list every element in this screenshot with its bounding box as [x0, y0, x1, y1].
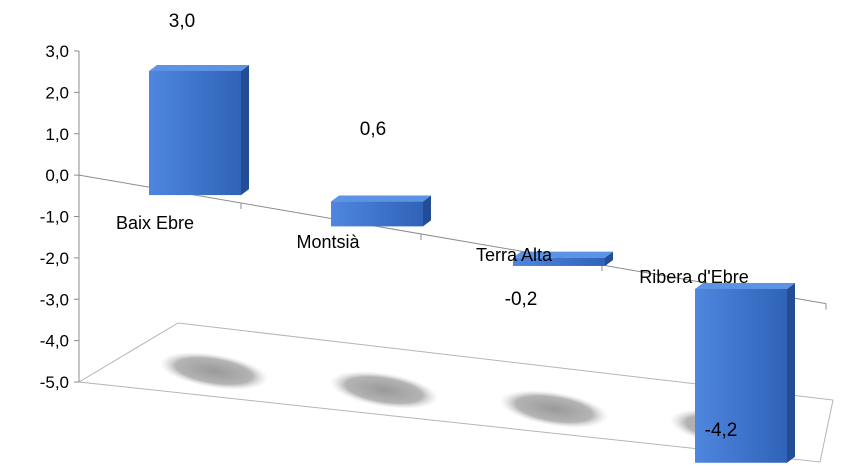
bar-side: [605, 251, 613, 266]
floor-outline: [77, 322, 834, 463]
bar-side: [241, 64, 249, 196]
bar: [513, 251, 613, 266]
bar-top: [513, 251, 613, 258]
bar-side: [787, 282, 795, 463]
value-labels: 3,0 0,6 -0,2 -4,2: [169, 11, 738, 441]
bar-shadow: [329, 371, 439, 409]
value-axis: 3,0 2,0 1,0 0,0 -1,0 -2,0 -3,0 -4,0 -5,0: [40, 42, 80, 392]
bar-side: [423, 195, 431, 227]
bar: [331, 195, 431, 227]
category-axis: [78, 174, 827, 310]
category-label: Ribera d'Ebre: [639, 267, 749, 287]
bar: [149, 64, 249, 196]
y-tick-label: 1,0: [45, 125, 69, 144]
value-label: -4,2: [705, 420, 738, 441]
category-label: Terra Alta: [476, 245, 553, 265]
bar-top: [149, 64, 249, 71]
y-tick-label: -4,0: [40, 332, 69, 351]
bar-top: [695, 282, 795, 289]
bar-top: [331, 195, 431, 202]
y-tick-label: -2,0: [40, 249, 69, 268]
bar-front: [513, 257, 605, 266]
y-tick-label: -5,0: [40, 373, 69, 392]
bar-shadow: [499, 390, 609, 428]
bar-series: [149, 64, 795, 463]
y-tick-label: -3,0: [40, 290, 69, 309]
category-label: Montsià: [296, 232, 360, 252]
chart-floor: [77, 322, 834, 463]
bar-shadow: [159, 352, 269, 390]
bar: [695, 282, 795, 463]
value-label: 3,0: [169, 11, 195, 32]
y-tick-label: 0,0: [45, 166, 69, 185]
bar-front: [331, 201, 423, 227]
category-labels: Baix Ebre Montsià Terra Alta Ribera d'Ebre: [116, 213, 749, 287]
bar-front: [149, 70, 241, 196]
value-label: 0,6: [360, 119, 386, 140]
x-axis-line: [78, 174, 827, 305]
y-tick-label: 2,0: [45, 83, 69, 102]
value-label: -0,2: [505, 289, 538, 310]
bar-front: [695, 288, 787, 463]
y-tick-label: -1,0: [40, 208, 69, 227]
category-label: Baix Ebre: [116, 213, 194, 233]
y-tick-label: 3,0: [45, 42, 69, 61]
bar-shadows: [159, 352, 779, 447]
